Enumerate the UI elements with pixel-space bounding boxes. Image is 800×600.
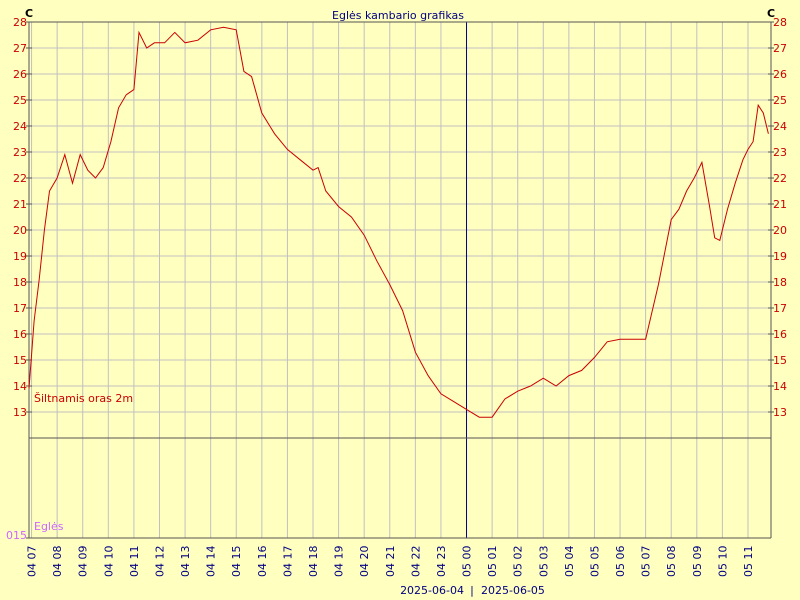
x-tick-label: 05 05 (588, 546, 601, 578)
x-tick-label: 04 07 (26, 546, 39, 578)
x-tick-label: 05 01 (486, 546, 499, 578)
x-tick-label: 04 21 (384, 546, 397, 578)
date-label-left: 2025-06-04 (400, 584, 464, 597)
y-tick-label: 20 (13, 224, 27, 237)
lower-panel-tick: 015 (6, 529, 27, 542)
unit-right: C (767, 7, 775, 20)
y-tick-label: 24 (13, 120, 27, 133)
y-tick-label: 27 (773, 42, 787, 55)
y-tick-label: 14 (773, 380, 787, 393)
y-tick-label: 23 (13, 146, 27, 159)
y-tick-label: 16 (13, 328, 27, 341)
x-tick-label: 04 18 (307, 546, 320, 578)
y-tick-label: 25 (773, 94, 787, 107)
y-tick-label: 25 (13, 94, 27, 107)
x-tick-label: 04 08 (51, 546, 64, 578)
x-tick-label: 05 03 (537, 546, 550, 578)
chart-title: Eglės kambario grafikas (332, 9, 464, 22)
y-tick-label: 26 (13, 68, 27, 81)
y-tick-label: 13 (13, 406, 27, 419)
x-tick-label: 04 13 (179, 546, 192, 578)
grid (29, 21, 771, 538)
x-tick-label: 04 23 (435, 546, 448, 578)
axes (26, 21, 774, 539)
y-tick-label: 18 (13, 276, 27, 289)
legend-series-lower: Eglės (34, 520, 64, 533)
y-tick-label: 21 (13, 198, 27, 211)
y-tick-label: 24 (773, 120, 787, 133)
x-tick-label: 05 10 (716, 546, 729, 578)
x-tick-label: 05 02 (512, 546, 525, 578)
y-tick-label: 28 (773, 16, 787, 29)
y-tick-label: 22 (13, 172, 27, 185)
x-tick-label: 04 10 (102, 546, 115, 578)
x-tick-label: 04 17 (281, 546, 294, 578)
series-line (28, 26, 769, 418)
x-tick-label: 05 09 (691, 546, 704, 578)
date-label-right: 2025-06-05 (481, 584, 545, 597)
y-tick-label: 17 (13, 302, 27, 315)
x-tick-label: 04 22 (409, 546, 422, 578)
y-tick-label: 19 (773, 250, 787, 263)
x-tick-label: 04 12 (153, 546, 166, 578)
y-tick-label: 26 (773, 68, 787, 81)
y-tick-label: 23 (773, 146, 787, 159)
y-tick-label: 21 (773, 198, 787, 211)
x-tick-label: 05 06 (614, 546, 627, 578)
x-tick-label: 04 20 (358, 546, 371, 578)
x-tick-label: 04 19 (333, 546, 346, 578)
y-tick-label: 28 (13, 16, 27, 29)
x-tick-label: 05 11 (742, 546, 755, 578)
y-tick-label: 17 (773, 302, 787, 315)
y-tick-label: 16 (773, 328, 787, 341)
x-tick-label: 05 07 (640, 546, 653, 578)
y-tick-label: 14 (13, 380, 27, 393)
y-tick-label: 20 (773, 224, 787, 237)
x-tick-label: 04 14 (205, 546, 218, 578)
y-tick-label: 15 (773, 354, 787, 367)
y-tick-label: 15 (13, 354, 27, 367)
x-tick-labels: 04 07 04 08 04 09 04 10 04 11 04 12 04 13 04 14… (26, 546, 755, 578)
x-tick-label: 04 16 (256, 546, 269, 578)
y-tick-label: 13 (773, 406, 787, 419)
x-tick-label: 05 04 (563, 546, 576, 578)
x-tick-label: 04 15 (230, 546, 243, 578)
legend-series-main: Šiltnamis oras 2m (34, 392, 133, 405)
y-tick-label: 19 (13, 250, 27, 263)
x-tick-label: 04 09 (77, 546, 90, 578)
date-separator: | (470, 584, 474, 597)
y-tick-label: 18 (773, 276, 787, 289)
x-tick-label: 04 11 (128, 546, 141, 578)
x-tick-label: 05 08 (665, 546, 678, 578)
y-tick-label: 27 (13, 42, 27, 55)
unit-left: C (25, 7, 33, 20)
x-tick-label: 05 00 (461, 546, 474, 578)
y-tick-label: 22 (773, 172, 787, 185)
y-tick-labels: 28 28 27 27 26 26 25 25 24 24 23 23 22 22 21 21 20 20 19 19… (13, 16, 787, 419)
